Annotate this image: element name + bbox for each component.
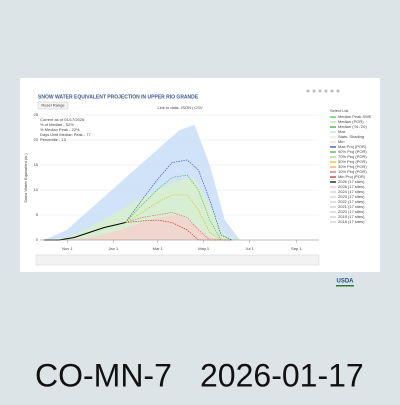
chart-title: SNOW WATER EQUIVALENT PROJECTION IN UPPE… [38,94,199,100]
reset-button[interactable] [37,101,69,110]
legend-label[interactable]: 50% Proj (POR) [338,159,367,164]
tool-icon[interactable] [312,89,316,93]
annotation-line: % Median Peak - 22% [40,127,80,132]
legend-label[interactable]: 2021 (17 sites) [338,204,365,209]
legend-label[interactable]: Median ('91-'20) [338,124,367,129]
reset-button-label[interactable]: Reset Range [41,103,65,108]
legend-label[interactable]: 90% Proj (POR) [338,149,367,154]
annotation-line: Current as of 01/17/2026: [40,117,85,122]
legend-label[interactable]: Min [338,139,344,144]
area [44,177,319,240]
legend-label[interactable]: Median (POR) [338,119,364,124]
x-tick-label: Jul 1 [245,246,254,251]
annotation-line: % of Median - 52% [40,122,74,127]
tool-icon[interactable] [318,89,322,93]
legend-label[interactable]: Max Proj (POR) [338,144,367,149]
legend-label[interactable]: 2025 (17 sites) [338,184,365,189]
y-tick-label: 20 [34,137,39,142]
x-tick-label: Jan 1 [108,246,119,251]
line [125,159,233,241]
legend-label[interactable]: 70% Proj (POR) [338,154,367,159]
toolbar [306,89,340,93]
tool-icon[interactable] [330,89,334,93]
legend-label[interactable]: 10% Proj (POR) [338,169,367,174]
legend-title: Select List [330,108,349,113]
x-tick-label: Sep 1 [291,246,302,251]
y-tick-label: 0 [36,237,39,242]
y-axis-title: Snow Water Equivalent (in.) [23,153,28,203]
site-id: CO-MN-7 [35,357,172,393]
y-tick-label: 5 [36,212,39,217]
range-slider[interactable] [35,254,320,266]
x-tick-label: May 1 [198,246,210,251]
legend-label[interactable]: Stats. Shading [338,134,364,139]
legend-label[interactable]: Max [338,129,346,134]
y-tick-label: 25 [34,112,39,117]
tool-icon[interactable] [336,89,340,93]
tool-icon[interactable] [324,89,328,93]
y-tick-label: 10 [34,187,39,192]
x-tick-label: Nov 1 [62,246,73,251]
data-link[interactable]: Link to data: JSON | CSV [157,105,202,110]
legend-label[interactable]: 2026 (17 sites) [338,179,365,184]
annotation-line: Days Until Median Peak - 77 [40,132,91,137]
line [125,194,233,241]
legend-label[interactable]: 2022 (17 sites) [338,199,365,204]
line [125,174,233,241]
logo-bar [336,285,354,287]
y-tick-label: 15 [34,162,39,167]
legend-label[interactable]: 2018 (17 sites) [338,219,365,224]
annotation-line: Percentile - 13 [40,137,67,142]
usda-logo: USDA [336,279,354,287]
legend-label[interactable]: 2020 (17 sites) [338,209,365,214]
tool-icon[interactable] [306,89,310,93]
legend-label[interactable]: Min Proj (POR) [338,174,366,179]
legend-label[interactable]: 2023 (17 sites) [338,194,365,199]
logo-text: USDA [336,279,354,285]
date: 2026-01-17 [200,357,364,393]
x-tick-label: Mar 1 [153,246,164,251]
legend-label[interactable]: Median Peak SWE [338,114,372,119]
legend-label[interactable]: 30% Proj (POR) [338,164,367,169]
legend-label[interactable]: 2024 (17 sites) [338,189,365,194]
legend-label[interactable]: 2019 (17 sites) [338,214,365,219]
